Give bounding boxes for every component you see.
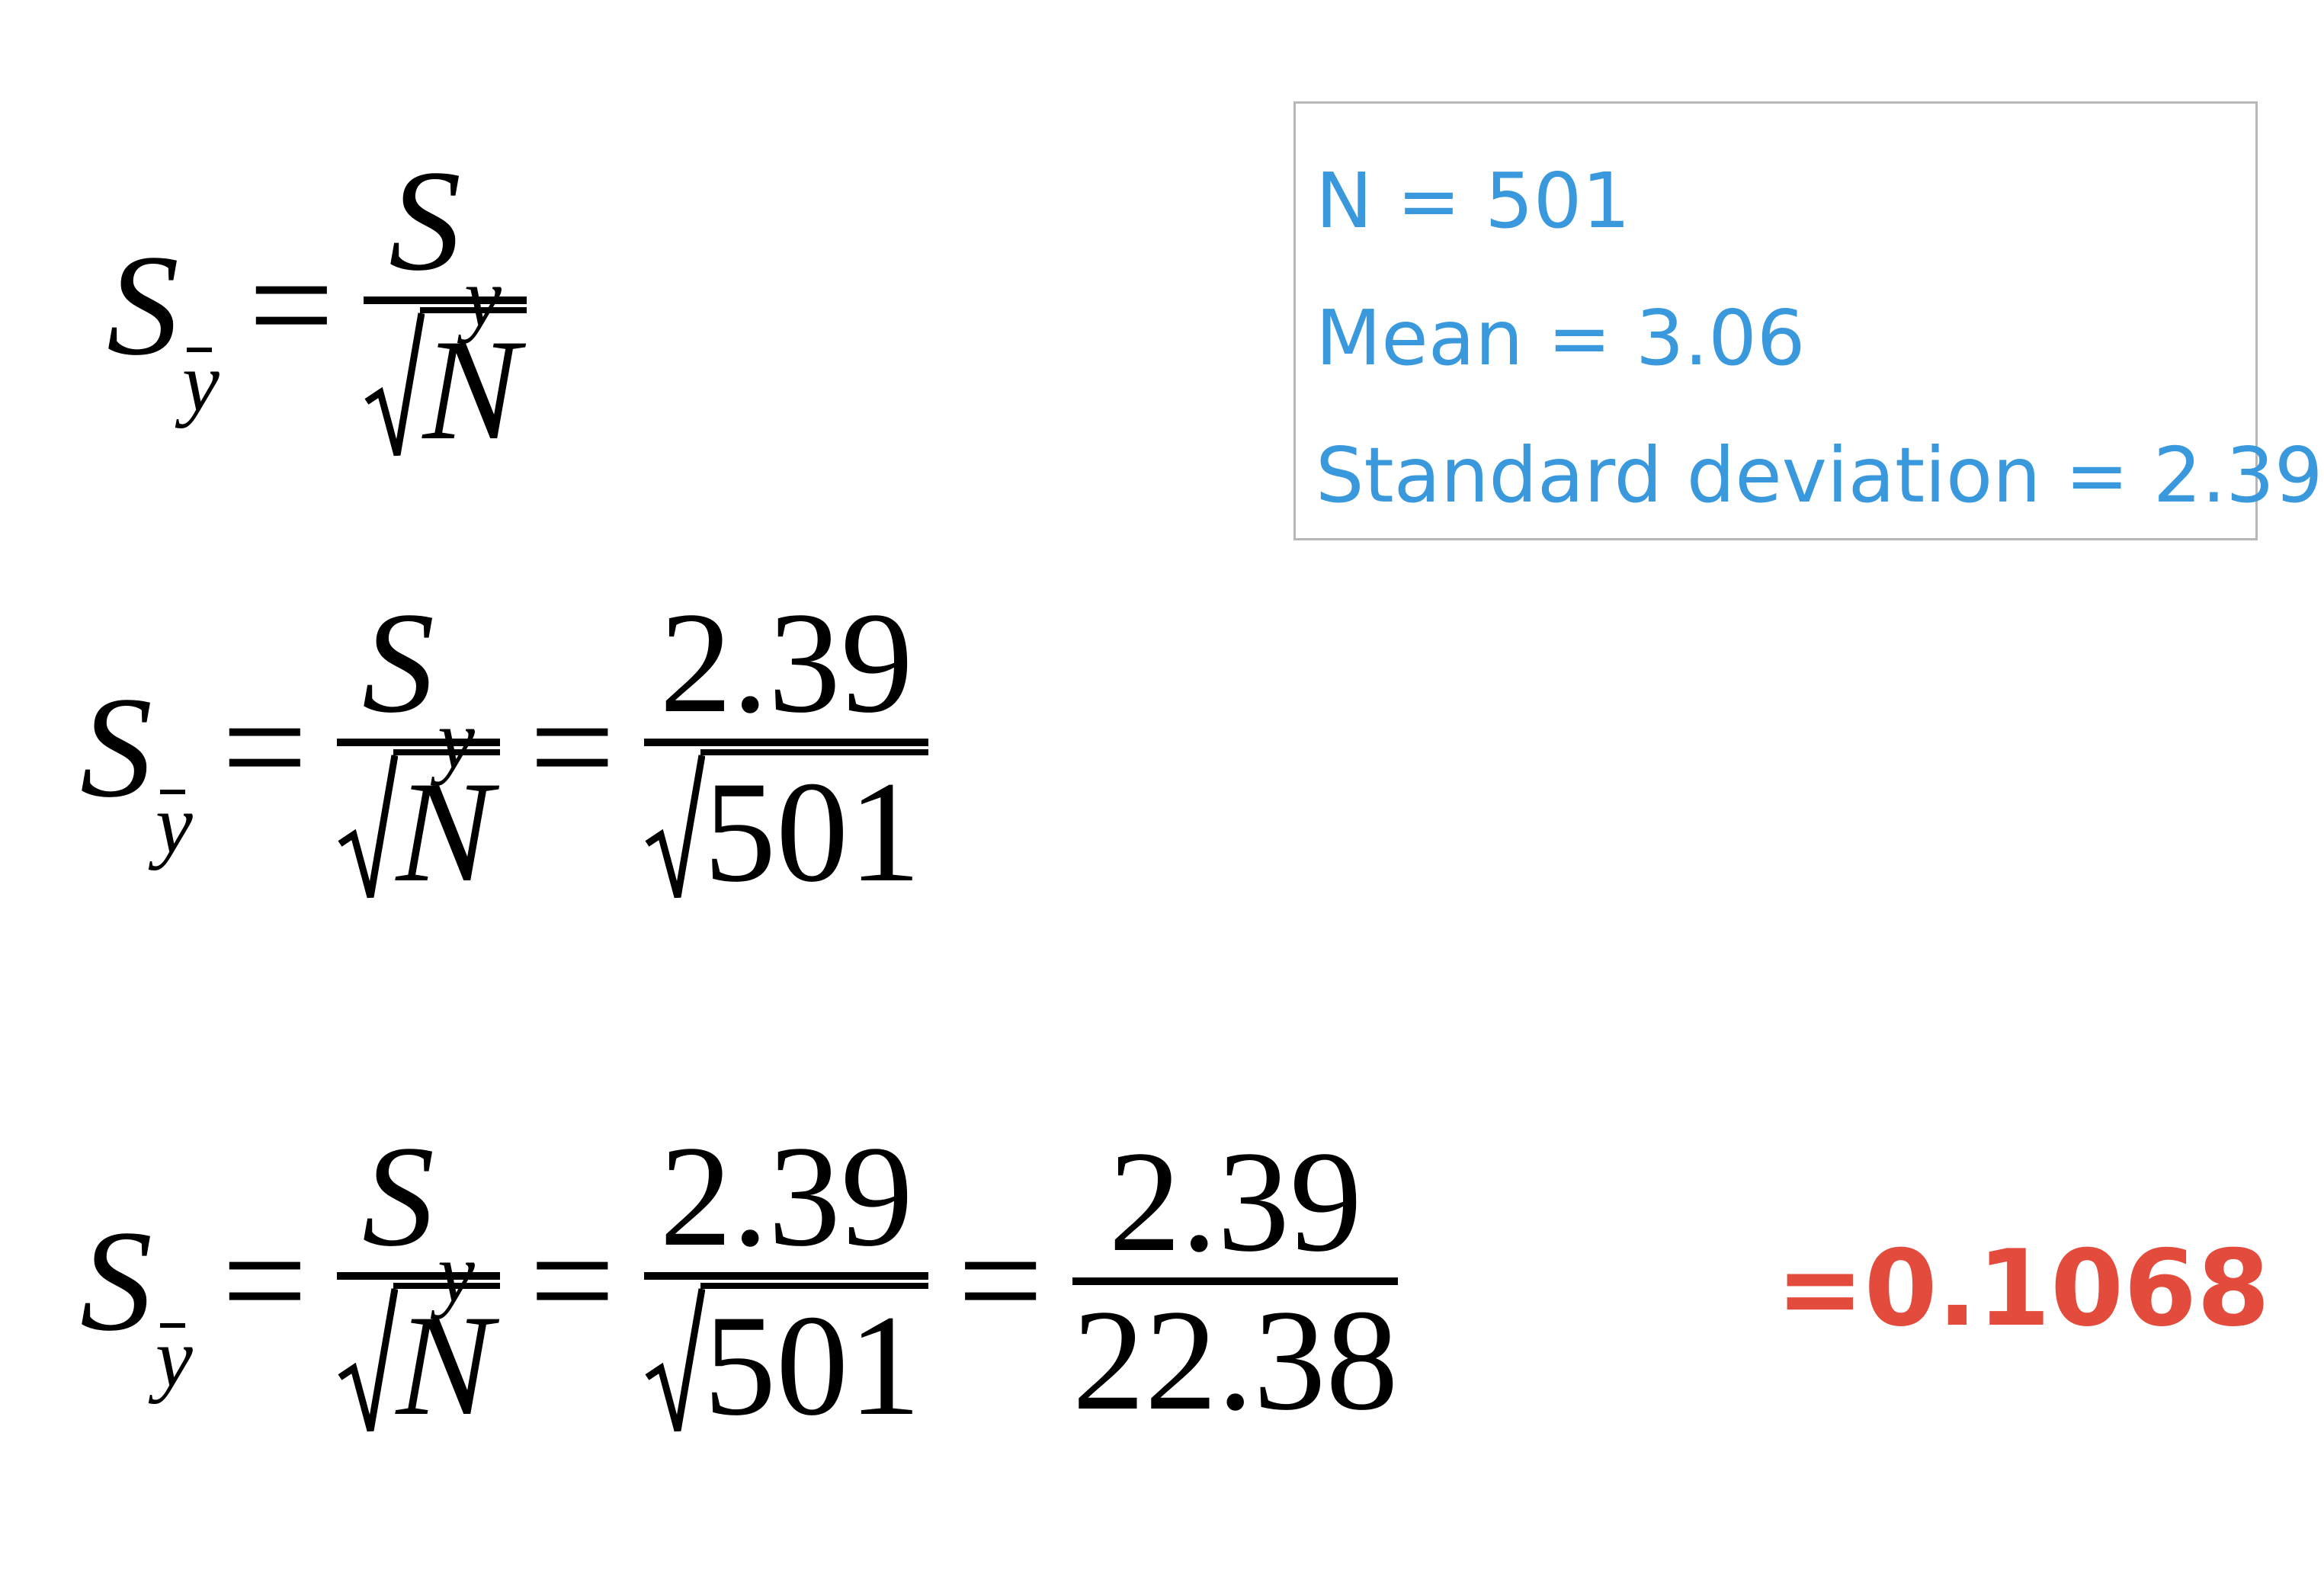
numerator: 2.39 — [1108, 1130, 1362, 1274]
sqrt-content: 501 — [700, 1283, 929, 1438]
fraction-values: 2.39 501 — [644, 591, 929, 905]
radical-sign-icon — [338, 1288, 398, 1432]
fraction-bar — [644, 1272, 929, 1280]
equals-sign: = — [957, 1197, 1043, 1365]
radical-sign-icon — [645, 1288, 706, 1432]
fraction-bar — [644, 739, 929, 746]
denominator: 501 — [644, 749, 929, 905]
fraction-values: 2.39 501 — [644, 1124, 929, 1438]
fraction-bar — [363, 296, 527, 304]
denominator: 501 — [644, 1283, 929, 1438]
num-subscript-y: y — [464, 251, 502, 344]
sqrt: N — [337, 749, 501, 905]
fraction-bar — [336, 1272, 501, 1280]
num-subscript-y: y — [438, 1226, 475, 1319]
fraction-bar — [336, 739, 501, 746]
denominator: 22.38 — [1072, 1288, 1399, 1433]
lhs-subscript-ybar: y — [182, 335, 220, 428]
fraction-bar — [1072, 1277, 1399, 1285]
sqrt-content: 501 — [700, 749, 929, 905]
sqrt: N — [364, 307, 527, 463]
num-s: S — [389, 141, 462, 301]
denominator: N — [337, 1283, 501, 1438]
sqrt-content: N — [393, 749, 501, 905]
denominator: N — [337, 749, 501, 905]
sqrt: 501 — [644, 1283, 929, 1438]
equals-sign: = — [221, 1197, 308, 1365]
sqrt: 501 — [644, 749, 929, 905]
numerator-value: 2.39 — [659, 583, 913, 743]
denominator: N — [364, 307, 527, 463]
numerator: 2.39 — [659, 591, 913, 736]
sqrt-content: N — [419, 307, 527, 463]
numerator-value: 2.39 — [659, 1117, 913, 1277]
sqrt-content: N — [393, 1283, 501, 1438]
result-value: =0.1068 — [1776, 1227, 2271, 1350]
radical-sign-icon — [338, 755, 398, 899]
lhs-s: S — [80, 668, 152, 828]
numerator: 2.39 — [659, 1124, 913, 1269]
lhs-symbol: S y — [80, 668, 193, 866]
info-n: N = 501 — [1316, 156, 1631, 245]
num-s: S — [362, 583, 435, 743]
radical-sign-icon — [364, 313, 425, 457]
equals-sign: = — [529, 663, 616, 832]
given-values-box: N = 501 Mean = 3.06 Standard deviation =… — [1293, 101, 2323, 540]
info-sd: Standard deviation = 2.39 — [1316, 431, 2323, 520]
lhs-subscript-ybar: y — [155, 777, 193, 870]
fraction-computed: 2.39 22.38 — [1072, 1130, 1399, 1433]
lhs-s: S — [80, 1201, 152, 1361]
num-s: S — [362, 1117, 435, 1277]
lhs-symbol: S y — [80, 1201, 193, 1399]
equals-sign: = — [248, 221, 335, 389]
numerator-value: 2.39 — [1108, 1122, 1362, 1282]
equals-sign: = — [529, 1197, 616, 1365]
denominator-value: 22.38 — [1072, 1281, 1399, 1441]
num-subscript-y: y — [438, 693, 475, 786]
radical-sign-icon — [645, 755, 706, 899]
equals-sign: = — [221, 663, 308, 832]
info-mean: Mean = 3.06 — [1316, 293, 1806, 383]
lhs-s: S — [107, 226, 179, 386]
sqrt: N — [337, 1283, 501, 1438]
lhs-symbol: S y — [107, 226, 220, 424]
lhs-subscript-ybar: y — [155, 1311, 193, 1404]
